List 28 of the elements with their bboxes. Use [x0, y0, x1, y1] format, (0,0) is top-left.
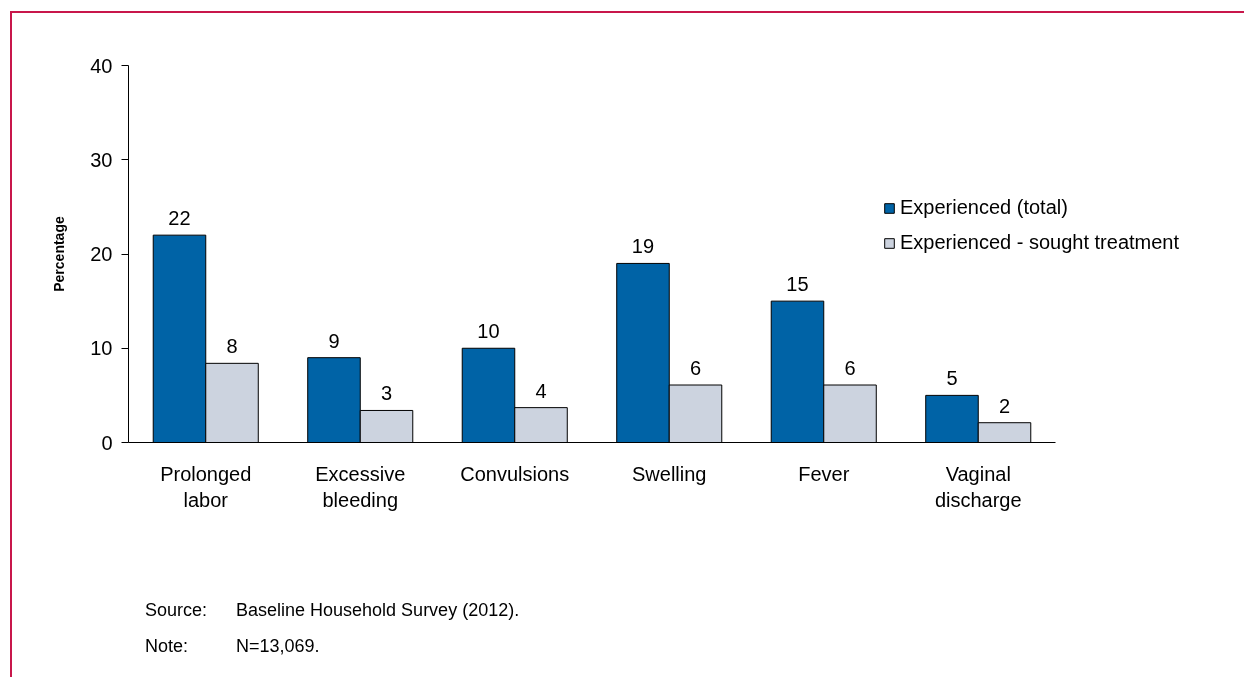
text: Source: Baseline Household Survey (2012).: [145, 600, 520, 620]
y-axis-title: Percentage: [51, 216, 68, 292]
data-label: 15: [786, 273, 809, 296]
legend-label: Experienced - sought treatment: [900, 231, 1180, 254]
data-label: 6: [844, 357, 856, 380]
y-tick-label: 40: [90, 54, 113, 77]
data-label: 2: [998, 394, 1011, 417]
data-label: 22: [168, 207, 191, 230]
data-label: 6: [689, 357, 702, 380]
data-label: 3: [380, 382, 393, 405]
text: Note: N=13,069.: [145, 636, 320, 656]
data-label: 9: [328, 329, 340, 352]
data-label: 10: [477, 320, 500, 343]
data-label: 8: [226, 335, 238, 358]
y-tick-label: 20: [90, 243, 113, 265]
x-tick-label: Prolonged labor: [160, 462, 252, 511]
x-tick-label: Vaginal discharge: [934, 462, 1022, 511]
x-tick-label: Swelling: [632, 462, 707, 485]
x-tick-label: Fever: [798, 462, 850, 485]
legend-label: Experienced (total): [900, 196, 1068, 219]
data-label: 19: [631, 235, 655, 258]
y-tick-label: 0: [101, 431, 113, 454]
data-label: 4: [535, 379, 547, 402]
y-tick-label: 30: [90, 148, 113, 171]
x-tick-label: Convulsions: [460, 462, 570, 485]
y-tick-label: 10: [90, 337, 113, 360]
data-label: 5: [946, 367, 958, 390]
x-tick-label: Excessive bleeding: [315, 462, 406, 511]
